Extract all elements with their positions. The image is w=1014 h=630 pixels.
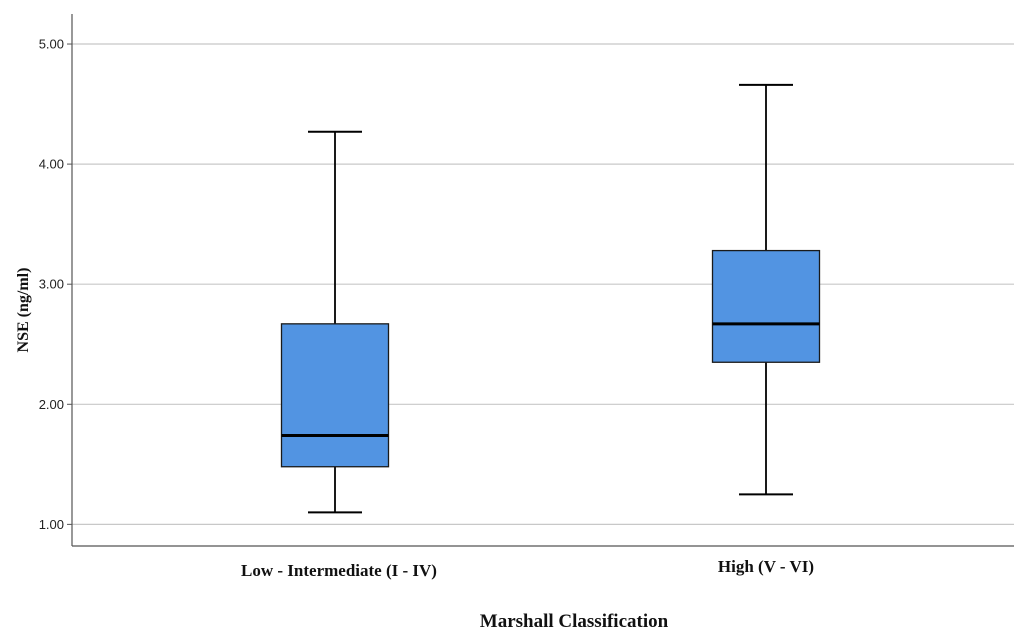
y-tick-label: 5.00 — [39, 37, 64, 52]
box-low-intermediate — [280, 130, 390, 514]
box-series — [280, 83, 821, 514]
category-label-low-intermediate: Low - Intermediate (I - IV) — [241, 561, 437, 580]
y-tick-label: 1.00 — [39, 517, 64, 532]
category-label-high: High (V - VI) — [718, 557, 814, 576]
gridlines — [72, 43, 1014, 525]
iqr-box — [280, 323, 390, 468]
y-tick-label: 3.00 — [39, 277, 64, 292]
y-tick-label: 2.00 — [39, 397, 64, 412]
y-tick-label: 4.00 — [39, 157, 64, 172]
y-axis-ticks: 1.00 2.00 3.00 4.00 5.00 — [39, 37, 72, 532]
iqr-box — [711, 249, 821, 363]
y-axis-title: NSE (ng/ml) — [15, 268, 32, 353]
box-high — [711, 83, 821, 496]
axes — [71, 14, 1014, 547]
x-axis-category-labels: Low - Intermediate (I - IV) High (V - VI… — [241, 557, 814, 580]
x-axis-title: Marshall Classification — [480, 611, 669, 630]
